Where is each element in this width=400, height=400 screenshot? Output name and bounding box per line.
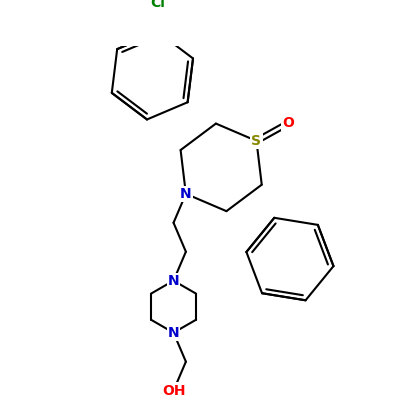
Text: O: O (282, 116, 294, 130)
Text: S: S (252, 134, 262, 148)
Text: N: N (168, 326, 179, 340)
Text: N: N (180, 187, 192, 201)
Text: N: N (168, 274, 179, 288)
Text: OH: OH (162, 384, 185, 398)
Text: Cl: Cl (150, 0, 165, 10)
